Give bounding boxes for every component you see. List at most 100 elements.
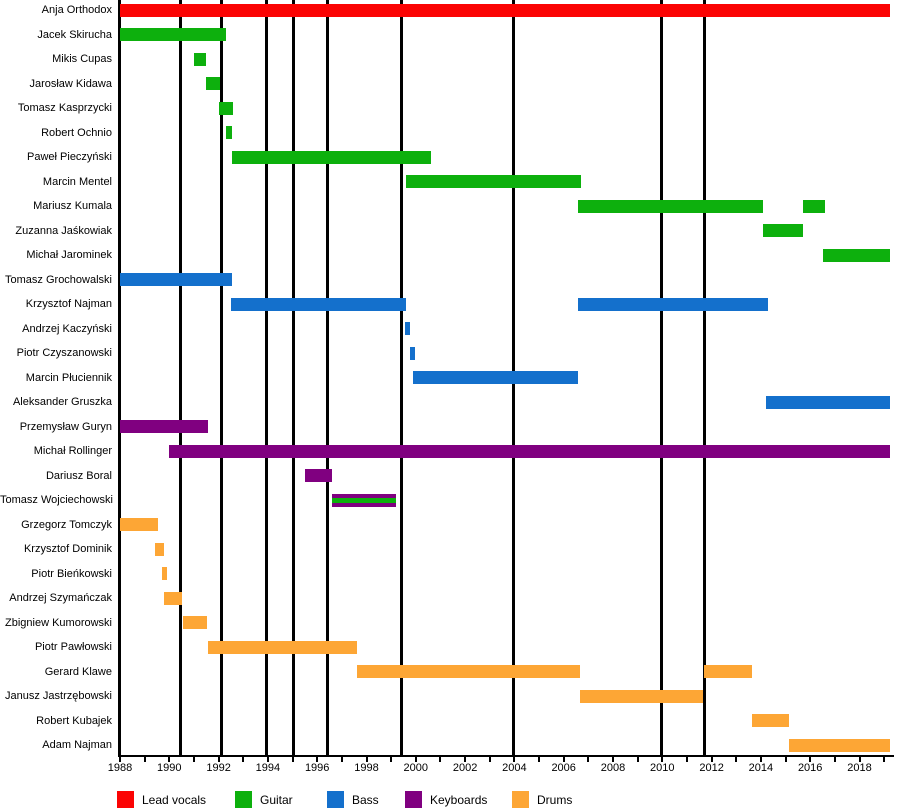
x-axis-tick-label: 2018: [847, 762, 872, 774]
x-axis-tick: [266, 757, 269, 762]
x-axis-tick: [562, 757, 565, 762]
timeline-bar: [169, 444, 891, 458]
member-label: Krzysztof Dominik: [23, 543, 112, 555]
timeline-bar: [232, 150, 431, 164]
x-axis-tick: [414, 757, 417, 762]
album-milestone-line: [399, 0, 403, 757]
timeline-bar: [404, 322, 410, 335]
y-axis-line: [118, 0, 121, 757]
member-label: Aleksander Gruszka: [12, 396, 112, 408]
x-axis-tick: [538, 757, 541, 762]
x-axis-tick-label: 2004: [502, 762, 527, 774]
member-label: Michał Jarominek: [26, 249, 112, 261]
legend-label-keyboards: Keyboards: [430, 792, 488, 807]
x-axis-tick: [242, 757, 245, 762]
legend-swatch-lead_vocals: [117, 791, 134, 808]
x-axis-tick: [685, 757, 688, 762]
x-axis-tick: [710, 757, 713, 762]
x-axis-tick-label: 2012: [699, 762, 724, 774]
member-label: Zuzanna Jaśkowiak: [15, 224, 112, 237]
x-axis-tick: [809, 757, 812, 762]
x-axis-tick: [858, 757, 861, 762]
album-milestone-line: [325, 0, 329, 757]
member-label: Grzegorz Tomczyk: [21, 518, 112, 531]
timeline-bar: [413, 371, 579, 384]
member-label: Robert Kubajek: [36, 714, 112, 727]
x-axis-tick-label: 2014: [748, 762, 774, 774]
legend-label-guitar: Guitar: [260, 792, 293, 807]
legend-item-lead_vocals: Lead vocals: [117, 791, 206, 808]
x-axis-line: [118, 755, 894, 757]
x-axis-tick-label: 2006: [551, 762, 576, 774]
timeline-bar: [822, 248, 891, 262]
member-label: Robert Ochnio: [41, 126, 112, 139]
legend-label-bass: Bass: [352, 792, 379, 807]
member-label: Tomasz Kasprzycki: [17, 102, 112, 114]
x-axis-tick-label: 1988: [107, 762, 133, 774]
timeline-bar: [206, 77, 220, 90]
member-label: Gerard Klawe: [44, 665, 112, 678]
album-milestone-line: [178, 0, 182, 757]
x-axis-tick: [488, 757, 491, 762]
member-label: Dariusz Boral: [45, 469, 112, 482]
legend-item-keyboards: Keyboards: [405, 791, 487, 808]
member-label: Andrzej Szymańczak: [9, 592, 112, 604]
timeline-bar: [356, 665, 580, 678]
timeline-bar: [218, 101, 234, 115]
x-axis-tick: [168, 757, 171, 762]
x-axis-tick-label: 1996: [304, 762, 330, 774]
member-label: Zbigniew Kumorowski: [5, 616, 112, 629]
member-label: Adam Najman: [42, 739, 112, 751]
x-axis-tick-label: 2008: [600, 762, 626, 774]
album-milestone-line: [219, 0, 223, 757]
timeline-bar: [789, 738, 891, 752]
member-label: Mikis Cupas: [52, 53, 112, 65]
legend-label-lead_vocals: Lead vocals: [142, 792, 207, 807]
member-label: Michał Rollinger: [33, 445, 112, 457]
timeline-bar: [405, 175, 581, 188]
legend-swatch-guitar: [235, 791, 252, 808]
timeline-bar: [182, 616, 208, 629]
timeline-bar: [331, 493, 397, 507]
x-axis-tick-label: 1990: [157, 762, 182, 774]
legend-item-guitar: Guitar: [235, 791, 293, 808]
member-label: Mariusz Kumala: [33, 200, 112, 212]
x-axis-tick: [612, 757, 614, 762]
member-label: Tomasz Wojciechowski: [0, 494, 113, 506]
timeline-bar: [164, 591, 182, 605]
timeline-bar: [230, 297, 406, 311]
x-axis-tick-label: 1994: [255, 762, 281, 774]
x-axis-tick-label: 2002: [452, 762, 478, 774]
x-axis-tick: [883, 757, 886, 762]
x-axis-tick: [735, 757, 738, 762]
member-label: Janusz Jastrzębowski: [5, 690, 112, 702]
secondary-role-stripe: [331, 497, 397, 503]
timeline-bar: [802, 199, 825, 213]
timeline-bar: [120, 3, 891, 17]
member-label: Marcin Mentel: [42, 175, 112, 188]
x-axis-tick: [390, 757, 393, 762]
x-axis-tick: [217, 757, 220, 762]
member-label: Jarosław Kidawa: [29, 77, 112, 90]
timeline-bar: [578, 199, 764, 213]
x-axis-tick: [661, 757, 664, 762]
legend-item-drums: Drums: [512, 791, 572, 808]
timeline-bar: [409, 346, 415, 360]
x-axis-tick: [119, 757, 121, 762]
legend-label-drums: Drums: [537, 792, 573, 807]
album-milestone-line: [702, 0, 706, 757]
x-axis-tick: [365, 757, 368, 762]
timeline-bar: [120, 420, 208, 433]
timeline-bar: [752, 714, 790, 727]
legend-swatch-bass: [327, 791, 344, 808]
timeline-bar: [207, 640, 357, 654]
timeline-bar: [120, 28, 226, 41]
timeline-bar: [154, 542, 165, 556]
member-label: Jacek Skirucha: [37, 28, 112, 41]
timeline-bar: [765, 395, 891, 409]
x-axis-tick: [784, 757, 787, 762]
timeline-bar: [120, 273, 233, 286]
x-axis-tick-label: 2016: [797, 762, 823, 774]
legend-swatch-drums: [512, 791, 529, 808]
